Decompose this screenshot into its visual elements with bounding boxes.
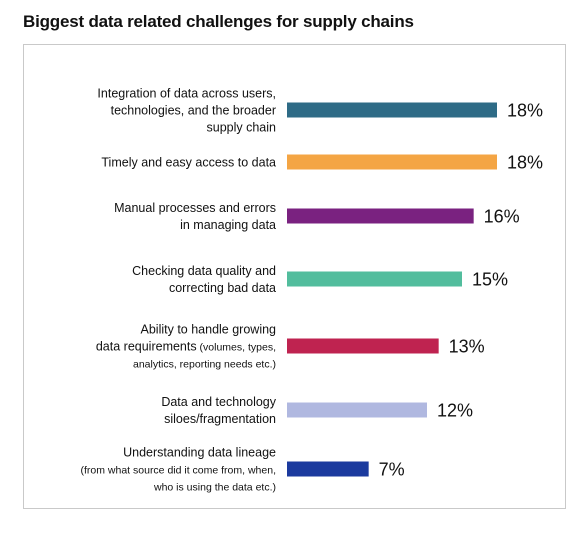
category-label-5: Data and technology siloes/fragmentation	[161, 395, 276, 426]
category-label-6: Understanding data lineage (from what sou…	[81, 446, 277, 494]
bar-0	[287, 102, 497, 118]
value-label-2: 16%	[484, 207, 520, 227]
category-label-0: Integration of data across users, technol…	[97, 87, 276, 135]
bar-1	[287, 154, 497, 170]
chart-frame	[23, 44, 566, 509]
category-label-3: Checking data quality and correcting bad …	[132, 264, 276, 295]
value-label-0: 18%	[507, 101, 543, 121]
bar-4	[287, 338, 439, 354]
value-label-4: 13%	[449, 337, 485, 357]
bar-5	[287, 402, 427, 418]
value-label-6: 7%	[379, 460, 405, 480]
bar-3	[287, 271, 462, 287]
value-label-5: 12%	[437, 401, 473, 421]
category-label-1: Timely and easy access to data	[101, 156, 276, 170]
bar-6	[287, 461, 369, 477]
value-label-3: 15%	[472, 270, 508, 290]
bar-2	[287, 208, 474, 224]
value-label-1: 18%	[507, 153, 543, 173]
category-label-4: Ability to handle growing data requiremen…	[96, 323, 276, 371]
category-label-2: Manual processes and errors in managing d…	[114, 201, 276, 232]
chart-title: Biggest data related challenges for supp…	[23, 12, 414, 31]
